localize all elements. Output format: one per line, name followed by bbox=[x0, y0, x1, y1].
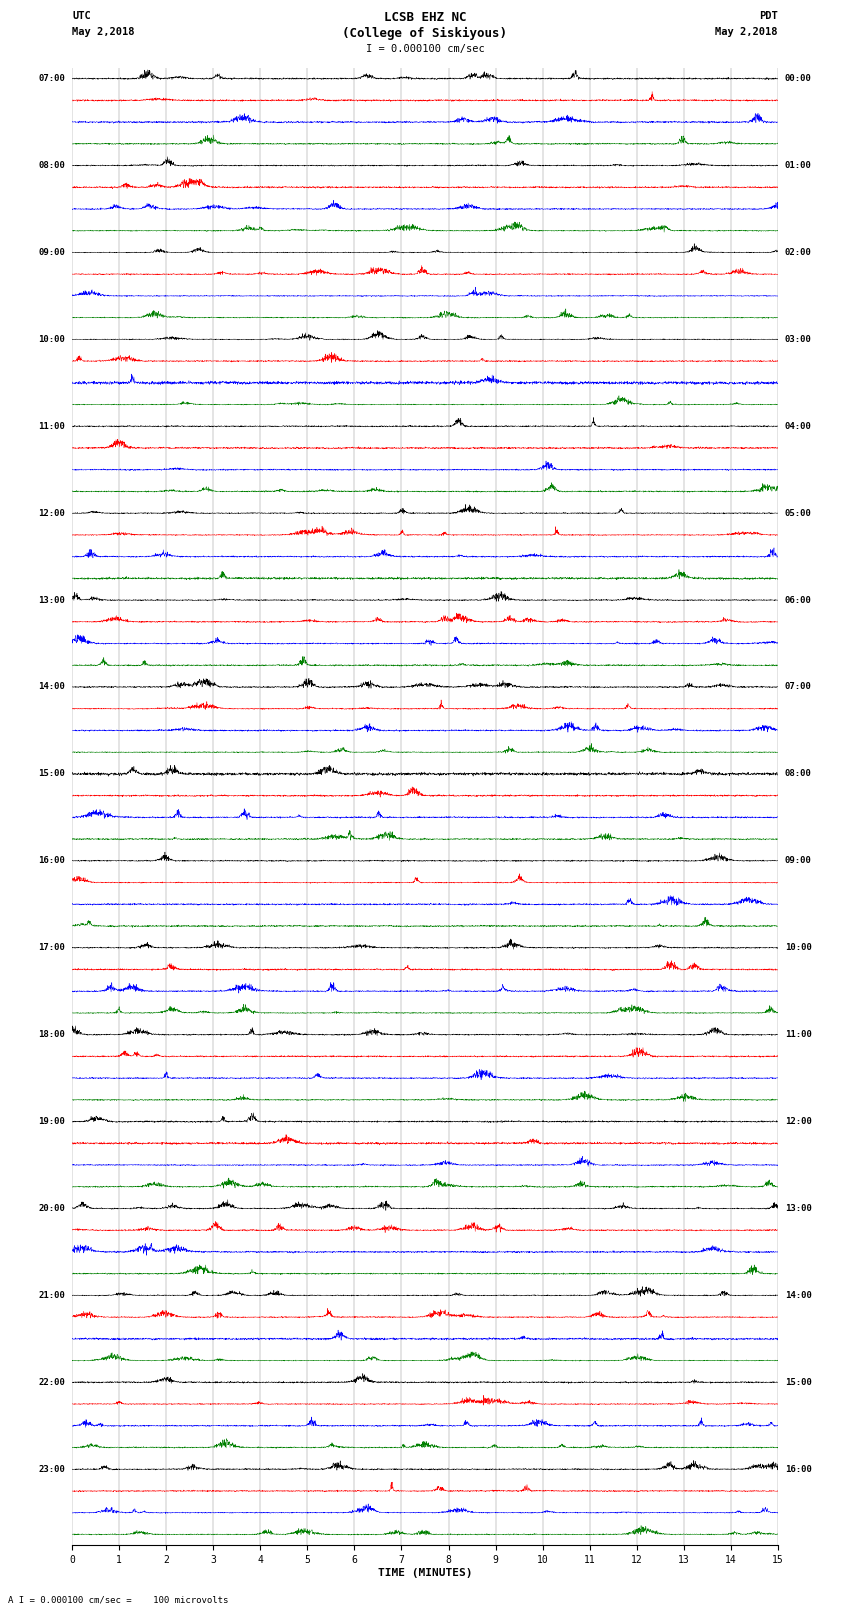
Text: 04:00: 04:00 bbox=[785, 421, 812, 431]
Text: 05:00: 05:00 bbox=[785, 508, 812, 518]
Text: 07:00: 07:00 bbox=[38, 74, 65, 84]
Text: 03:00: 03:00 bbox=[785, 336, 812, 344]
Text: 12:00: 12:00 bbox=[38, 508, 65, 518]
Text: PDT: PDT bbox=[759, 11, 778, 21]
Text: 01:00: 01:00 bbox=[785, 161, 812, 169]
Text: 19:00: 19:00 bbox=[38, 1118, 65, 1126]
Text: 14:00: 14:00 bbox=[785, 1290, 812, 1300]
Text: A I = 0.000100 cm/sec =    100 microvolts: A I = 0.000100 cm/sec = 100 microvolts bbox=[8, 1595, 229, 1605]
Text: 10:00: 10:00 bbox=[785, 944, 812, 952]
Text: 20:00: 20:00 bbox=[38, 1203, 65, 1213]
Text: 09:00: 09:00 bbox=[38, 248, 65, 256]
Text: 09:00: 09:00 bbox=[785, 857, 812, 865]
Text: 13:00: 13:00 bbox=[785, 1203, 812, 1213]
Text: 06:00: 06:00 bbox=[785, 595, 812, 605]
Text: 08:00: 08:00 bbox=[38, 161, 65, 169]
Text: 15:00: 15:00 bbox=[38, 769, 65, 779]
Text: 21:00: 21:00 bbox=[38, 1290, 65, 1300]
Text: 18:00: 18:00 bbox=[38, 1031, 65, 1039]
Text: 13:00: 13:00 bbox=[38, 595, 65, 605]
Text: 17:00: 17:00 bbox=[38, 944, 65, 952]
Text: 11:00: 11:00 bbox=[38, 421, 65, 431]
Text: 15:00: 15:00 bbox=[785, 1378, 812, 1387]
X-axis label: TIME (MINUTES): TIME (MINUTES) bbox=[377, 1568, 473, 1578]
Text: 02:00: 02:00 bbox=[785, 248, 812, 256]
Text: 16:00: 16:00 bbox=[785, 1465, 812, 1474]
Text: 10:00: 10:00 bbox=[38, 336, 65, 344]
Text: (College of Siskiyous): (College of Siskiyous) bbox=[343, 27, 507, 40]
Text: 22:00: 22:00 bbox=[38, 1378, 65, 1387]
Text: 07:00: 07:00 bbox=[785, 682, 812, 692]
Text: 11:00: 11:00 bbox=[785, 1031, 812, 1039]
Text: UTC: UTC bbox=[72, 11, 91, 21]
Text: LCSB EHZ NC: LCSB EHZ NC bbox=[383, 11, 467, 24]
Text: 12:00: 12:00 bbox=[785, 1118, 812, 1126]
Text: 00:00: 00:00 bbox=[785, 74, 812, 84]
Text: I = 0.000100 cm/sec: I = 0.000100 cm/sec bbox=[366, 44, 484, 53]
Text: 23:00: 23:00 bbox=[38, 1465, 65, 1474]
Text: May 2,2018: May 2,2018 bbox=[715, 27, 778, 37]
Text: 08:00: 08:00 bbox=[785, 769, 812, 779]
Text: 14:00: 14:00 bbox=[38, 682, 65, 692]
Text: May 2,2018: May 2,2018 bbox=[72, 27, 135, 37]
Text: 16:00: 16:00 bbox=[38, 857, 65, 865]
